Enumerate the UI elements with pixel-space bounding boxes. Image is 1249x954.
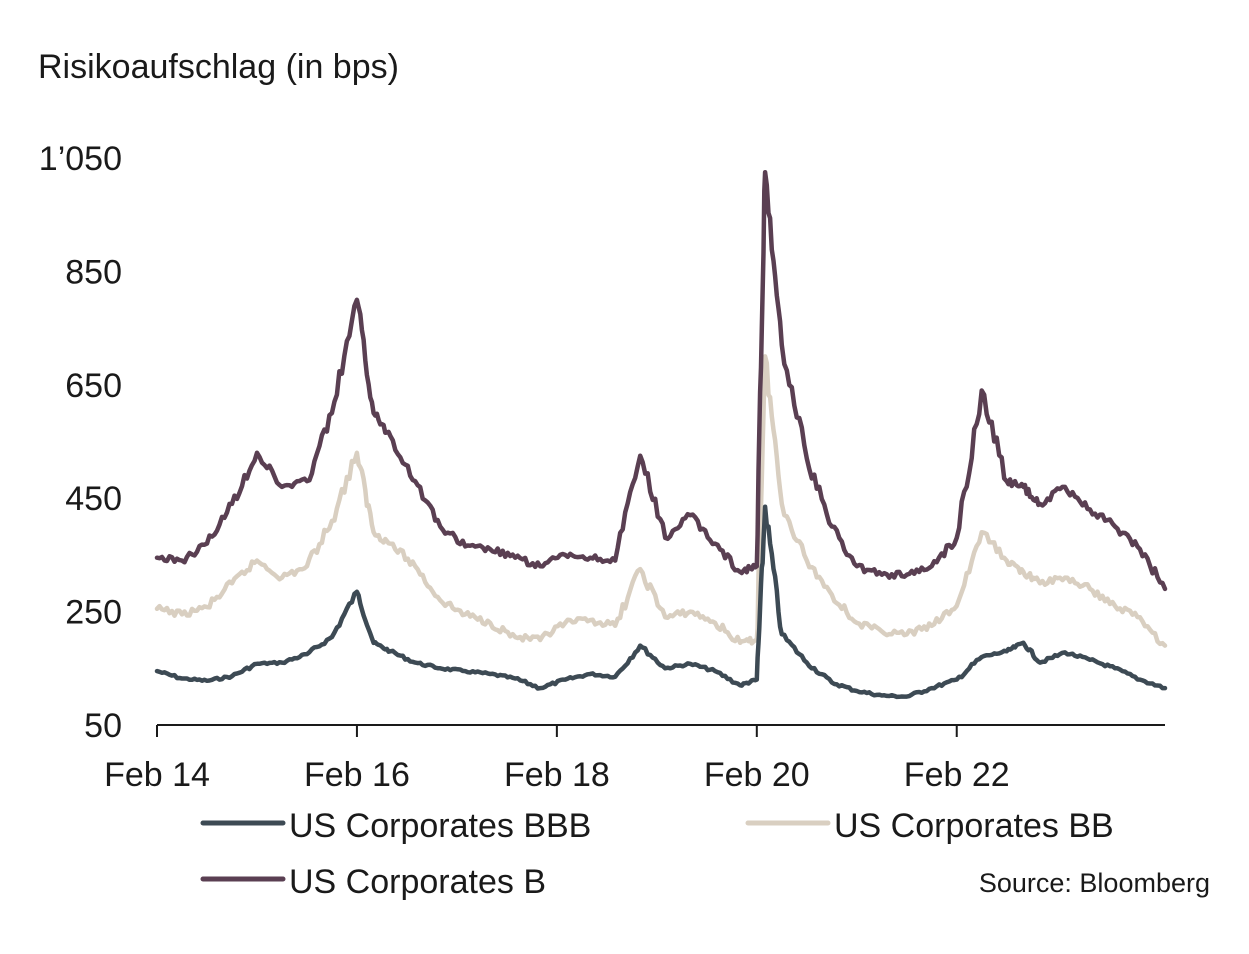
legend: US Corporates BBB US Corporates BB US Corp… — [200, 807, 1114, 901]
y-tick-label: 650 — [65, 367, 122, 405]
series-line — [154, 354, 1168, 648]
x-tick-label: Feb 18 — [504, 756, 610, 794]
legend-label: US Corporates BBB — [289, 807, 591, 845]
y-tick-label: 450 — [65, 480, 122, 518]
y-axis-ticks: 50 250 450 650 850 1’050 — [39, 140, 122, 745]
x-axis: Feb 14 Feb 16 Feb 18 Feb 20 Feb 22 — [104, 724, 1165, 794]
series-line — [154, 504, 1168, 700]
x-tick-label: Feb 20 — [704, 756, 810, 794]
y-axis-title: Risikoaufschlag (in bps) — [38, 48, 399, 86]
series-line — [154, 169, 1168, 592]
series-lines — [154, 169, 1168, 700]
legend-label: US Corporates B — [289, 863, 546, 901]
source-note: Source: Bloomberg — [979, 868, 1210, 898]
x-tick-label: Feb 22 — [904, 756, 1010, 794]
x-tick-label: Feb 14 — [104, 756, 210, 794]
y-tick-label: 250 — [65, 594, 122, 632]
x-tick-label: Feb 16 — [304, 756, 410, 794]
y-tick-label: 1’050 — [39, 140, 122, 178]
y-tick-label: 50 — [84, 707, 122, 745]
legend-label: US Corporates BB — [834, 807, 1114, 845]
y-tick-label: 850 — [65, 253, 122, 291]
